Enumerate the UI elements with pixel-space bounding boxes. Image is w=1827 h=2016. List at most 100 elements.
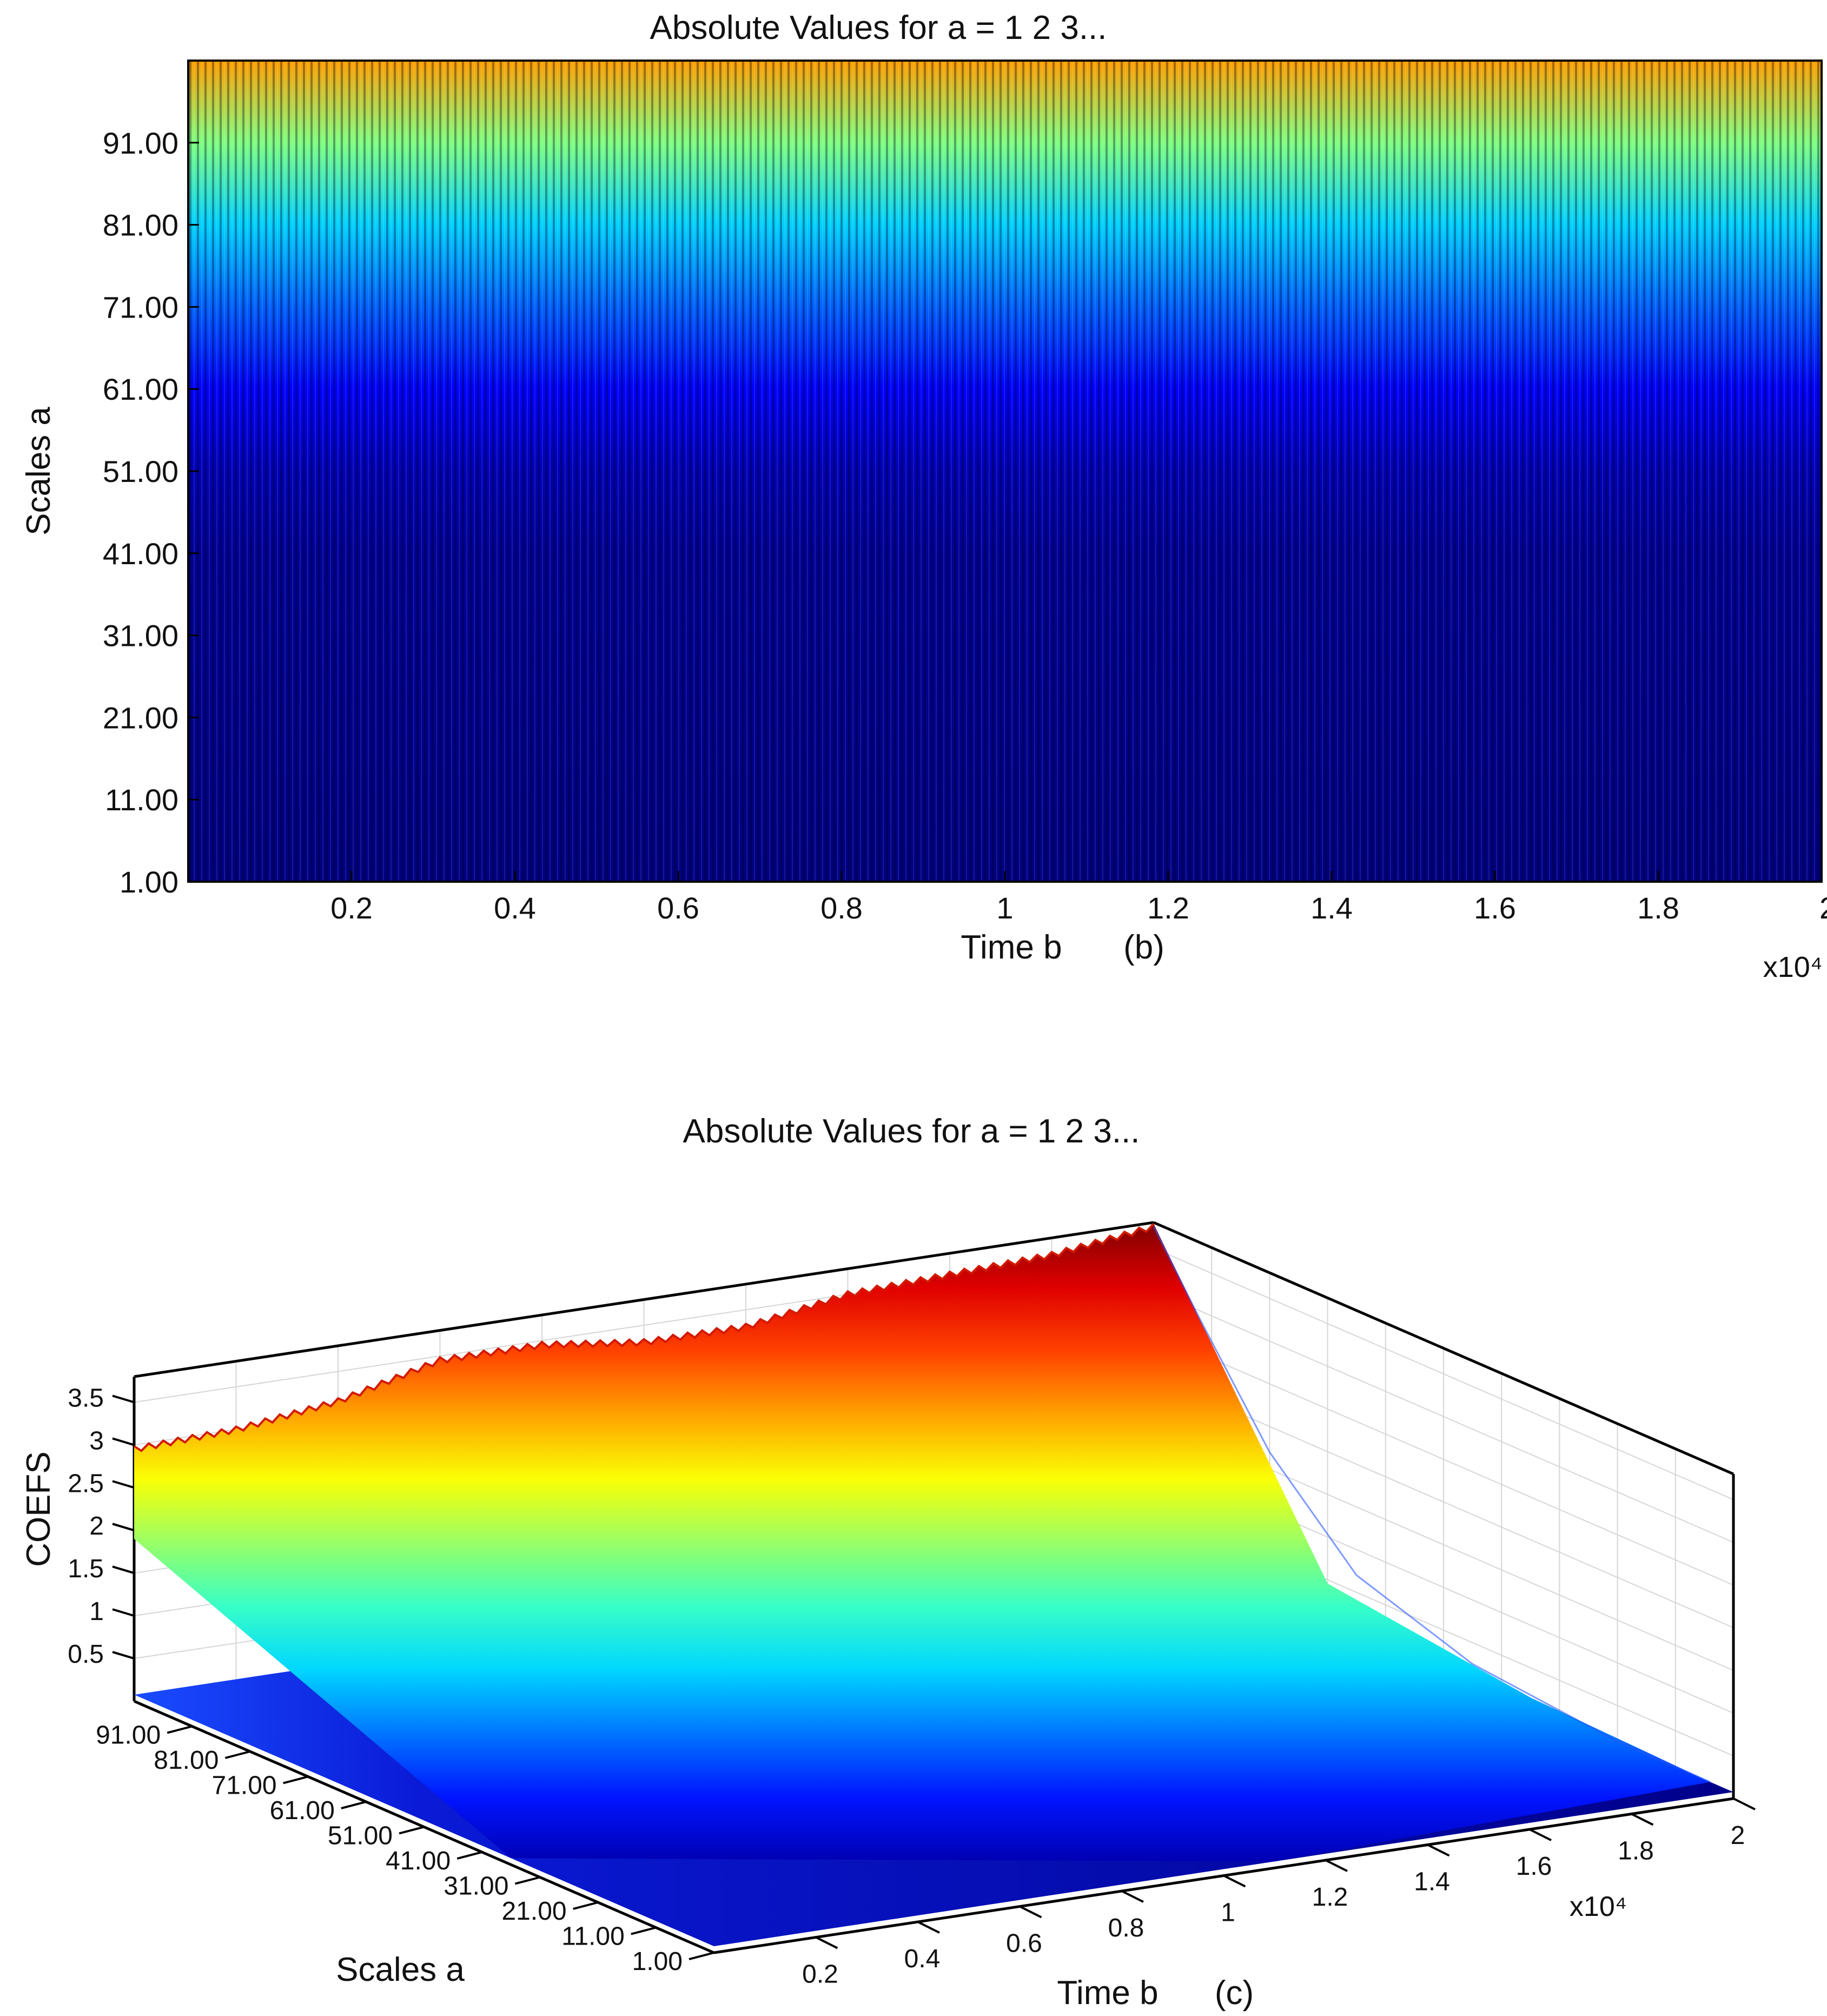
chart-title: Absolute Values for a = 1 2 3... [650, 9, 1107, 47]
x-tick-mark [1529, 1828, 1552, 1841]
x-axis: 0.2 0.4 0.6 0.8 1 1.2 1.4 1.6 1.8 2 [330, 871, 1827, 925]
z-tick-label: 1.5 [68, 1555, 104, 1583]
x-tick-label: 1.4 [1414, 1868, 1450, 1896]
y-tick-mark [341, 1801, 367, 1809]
x-tick-label: 2 [1731, 1821, 1745, 1850]
z-tick-mark [112, 1437, 135, 1446]
x-tick-label: 1.6 [1516, 1852, 1552, 1881]
z-tick-mark [112, 1394, 135, 1404]
y-axis-label: Scales a [336, 1951, 465, 1988]
heatmap-stripes [188, 61, 1822, 882]
chart-title: Absolute Values for a = 1 2 3... [683, 1113, 1140, 1150]
y-tick-label: 41.00 [103, 537, 178, 571]
x-tick-label: 1 [1221, 1899, 1235, 1927]
z-tick-label: 3.5 [68, 1384, 104, 1412]
y-tick-label: 1.00 [632, 1947, 683, 1976]
x-tick-label: 0.4 [494, 891, 536, 925]
y-tick-label: 61.00 [270, 1796, 335, 1825]
y-tick-mark [456, 1851, 482, 1860]
z-tick-mark [112, 1651, 135, 1660]
z-tick-mark [112, 1523, 135, 1532]
x-tick-label: 1.4 [1310, 891, 1353, 925]
y-tick-label: 41.00 [386, 1847, 451, 1875]
y-tick-mark [514, 1876, 540, 1885]
x-tick-label: 0.8 [1108, 1914, 1144, 1942]
x-tick-mark [1325, 1859, 1348, 1872]
x-multiplier-label: x10⁴ [1570, 1891, 1627, 1922]
y-axis: 1.00 11.00 21.00 31.00 41.00 51.00 61.00 71.00 8… [103, 126, 199, 899]
y-tick-label: 51.00 [103, 454, 178, 488]
y-tick-mark [689, 1952, 714, 1960]
x-tick-label: 1 [996, 891, 1013, 925]
x-tick-mark [1223, 1874, 1246, 1888]
surface-face [134, 1224, 1711, 1862]
y-tick-mark [631, 1926, 657, 1935]
z-axis: 0.5 1 1.5 2 2.5 3 3.5 [68, 1384, 135, 1669]
z-axis-label: COEFS [20, 1451, 57, 1567]
surface-edge [1153, 1226, 1711, 1783]
y-tick-label: 1.00 [120, 865, 178, 899]
x-tick-mark [1121, 1890, 1144, 1903]
x-tick-label: 1.2 [1312, 1883, 1348, 1912]
z-tick-label: 2.5 [68, 1469, 104, 1498]
y-tick-label: 71.00 [103, 290, 178, 324]
x-tick-mark [1427, 1843, 1450, 1857]
z-tick-label: 0.5 [68, 1640, 104, 1669]
x-axis: 0.2 0.4 0.6 0.8 1 1.2 1.4 1.6 1.8 2 [802, 1797, 1756, 1989]
x-tick-mark [917, 1921, 940, 1934]
x-tick-label: 0.6 [1006, 1929, 1042, 1958]
y-tick-mark [573, 1901, 599, 1910]
x-tick-label: 0.2 [330, 891, 373, 925]
x-tick-label: 0.4 [904, 1945, 941, 1973]
x-tick-label: 0.6 [657, 891, 699, 925]
x-axis-label: Time b [961, 929, 1062, 966]
panel-label: (b) [1123, 929, 1164, 966]
x-tick-label: 1.8 [1637, 891, 1679, 925]
x-tick-label: 2 [1819, 891, 1827, 925]
y-tick-label: 61.00 [103, 372, 178, 406]
z-tick-mark [112, 1608, 135, 1617]
surface-chart: Absolute Values for a = 1 2 3... 0.5 1 1.5… [0, 1060, 1827, 2013]
panel-label: (c) [1215, 1974, 1254, 2012]
heatmap-svg: Absolute Values for a = 1 2 3... 1.0011.… [20, 9, 1827, 983]
x-tick-label: 0.8 [820, 891, 863, 925]
x-tick-label: 1.6 [1474, 891, 1516, 925]
y-axis: 1.0011.0021.0031.0041.0051.0061.0071.008… [96, 1721, 714, 1976]
x-tick-label: 1.2 [1147, 891, 1189, 925]
y-tick-label: 31.00 [443, 1872, 508, 1901]
z-tick-label: 1 [89, 1597, 104, 1626]
surface [133, 1223, 1733, 1946]
x-tick-mark [815, 1936, 838, 1949]
y-tick-mark [399, 1826, 425, 1835]
y-tick-mark [283, 1775, 309, 1784]
y-tick-mark [167, 1725, 193, 1734]
y-tick-label: 71.00 [211, 1772, 276, 1800]
y-axis-label: Scales a [20, 407, 57, 536]
y-tick-label: 21.00 [103, 700, 178, 735]
y-tick-label: 81.00 [154, 1746, 219, 1775]
x-tick-label: 0.2 [802, 1960, 838, 1989]
y-tick-label: 91.00 [103, 126, 178, 160]
y-tick-label: 81.00 [103, 208, 178, 242]
x-axis-label: Time b [1057, 1974, 1158, 2012]
y-tick-mark [224, 1750, 250, 1759]
surface-svg: Absolute Values for a = 1 2 3... 0.5 1 1.5… [20, 1113, 1756, 2012]
box-edge [1153, 1221, 1734, 1476]
z-tick-label: 3 [89, 1426, 104, 1455]
z-tick-mark [112, 1480, 135, 1489]
x-tick-label: 1.8 [1618, 1837, 1654, 1866]
box-edge [134, 1221, 1154, 1378]
z-tick-mark [112, 1565, 135, 1575]
x-tick-mark [1019, 1905, 1042, 1919]
z-tick-label: 2 [89, 1512, 104, 1541]
y-tick-label: 21.00 [501, 1897, 566, 1926]
x-tick-mark [1733, 1797, 1756, 1810]
x-tick-mark [1631, 1813, 1654, 1826]
y-tick-label: 11.00 [561, 1922, 625, 1951]
y-tick-label: 91.00 [96, 1721, 161, 1750]
surface-ridge [133, 1223, 1155, 1452]
x-multiplier-label: x10⁴ [1763, 951, 1823, 983]
y-tick-label: 31.00 [103, 619, 178, 653]
y-tick-label: 11.00 [105, 783, 178, 817]
y-tick-label: 51.00 [328, 1822, 393, 1850]
